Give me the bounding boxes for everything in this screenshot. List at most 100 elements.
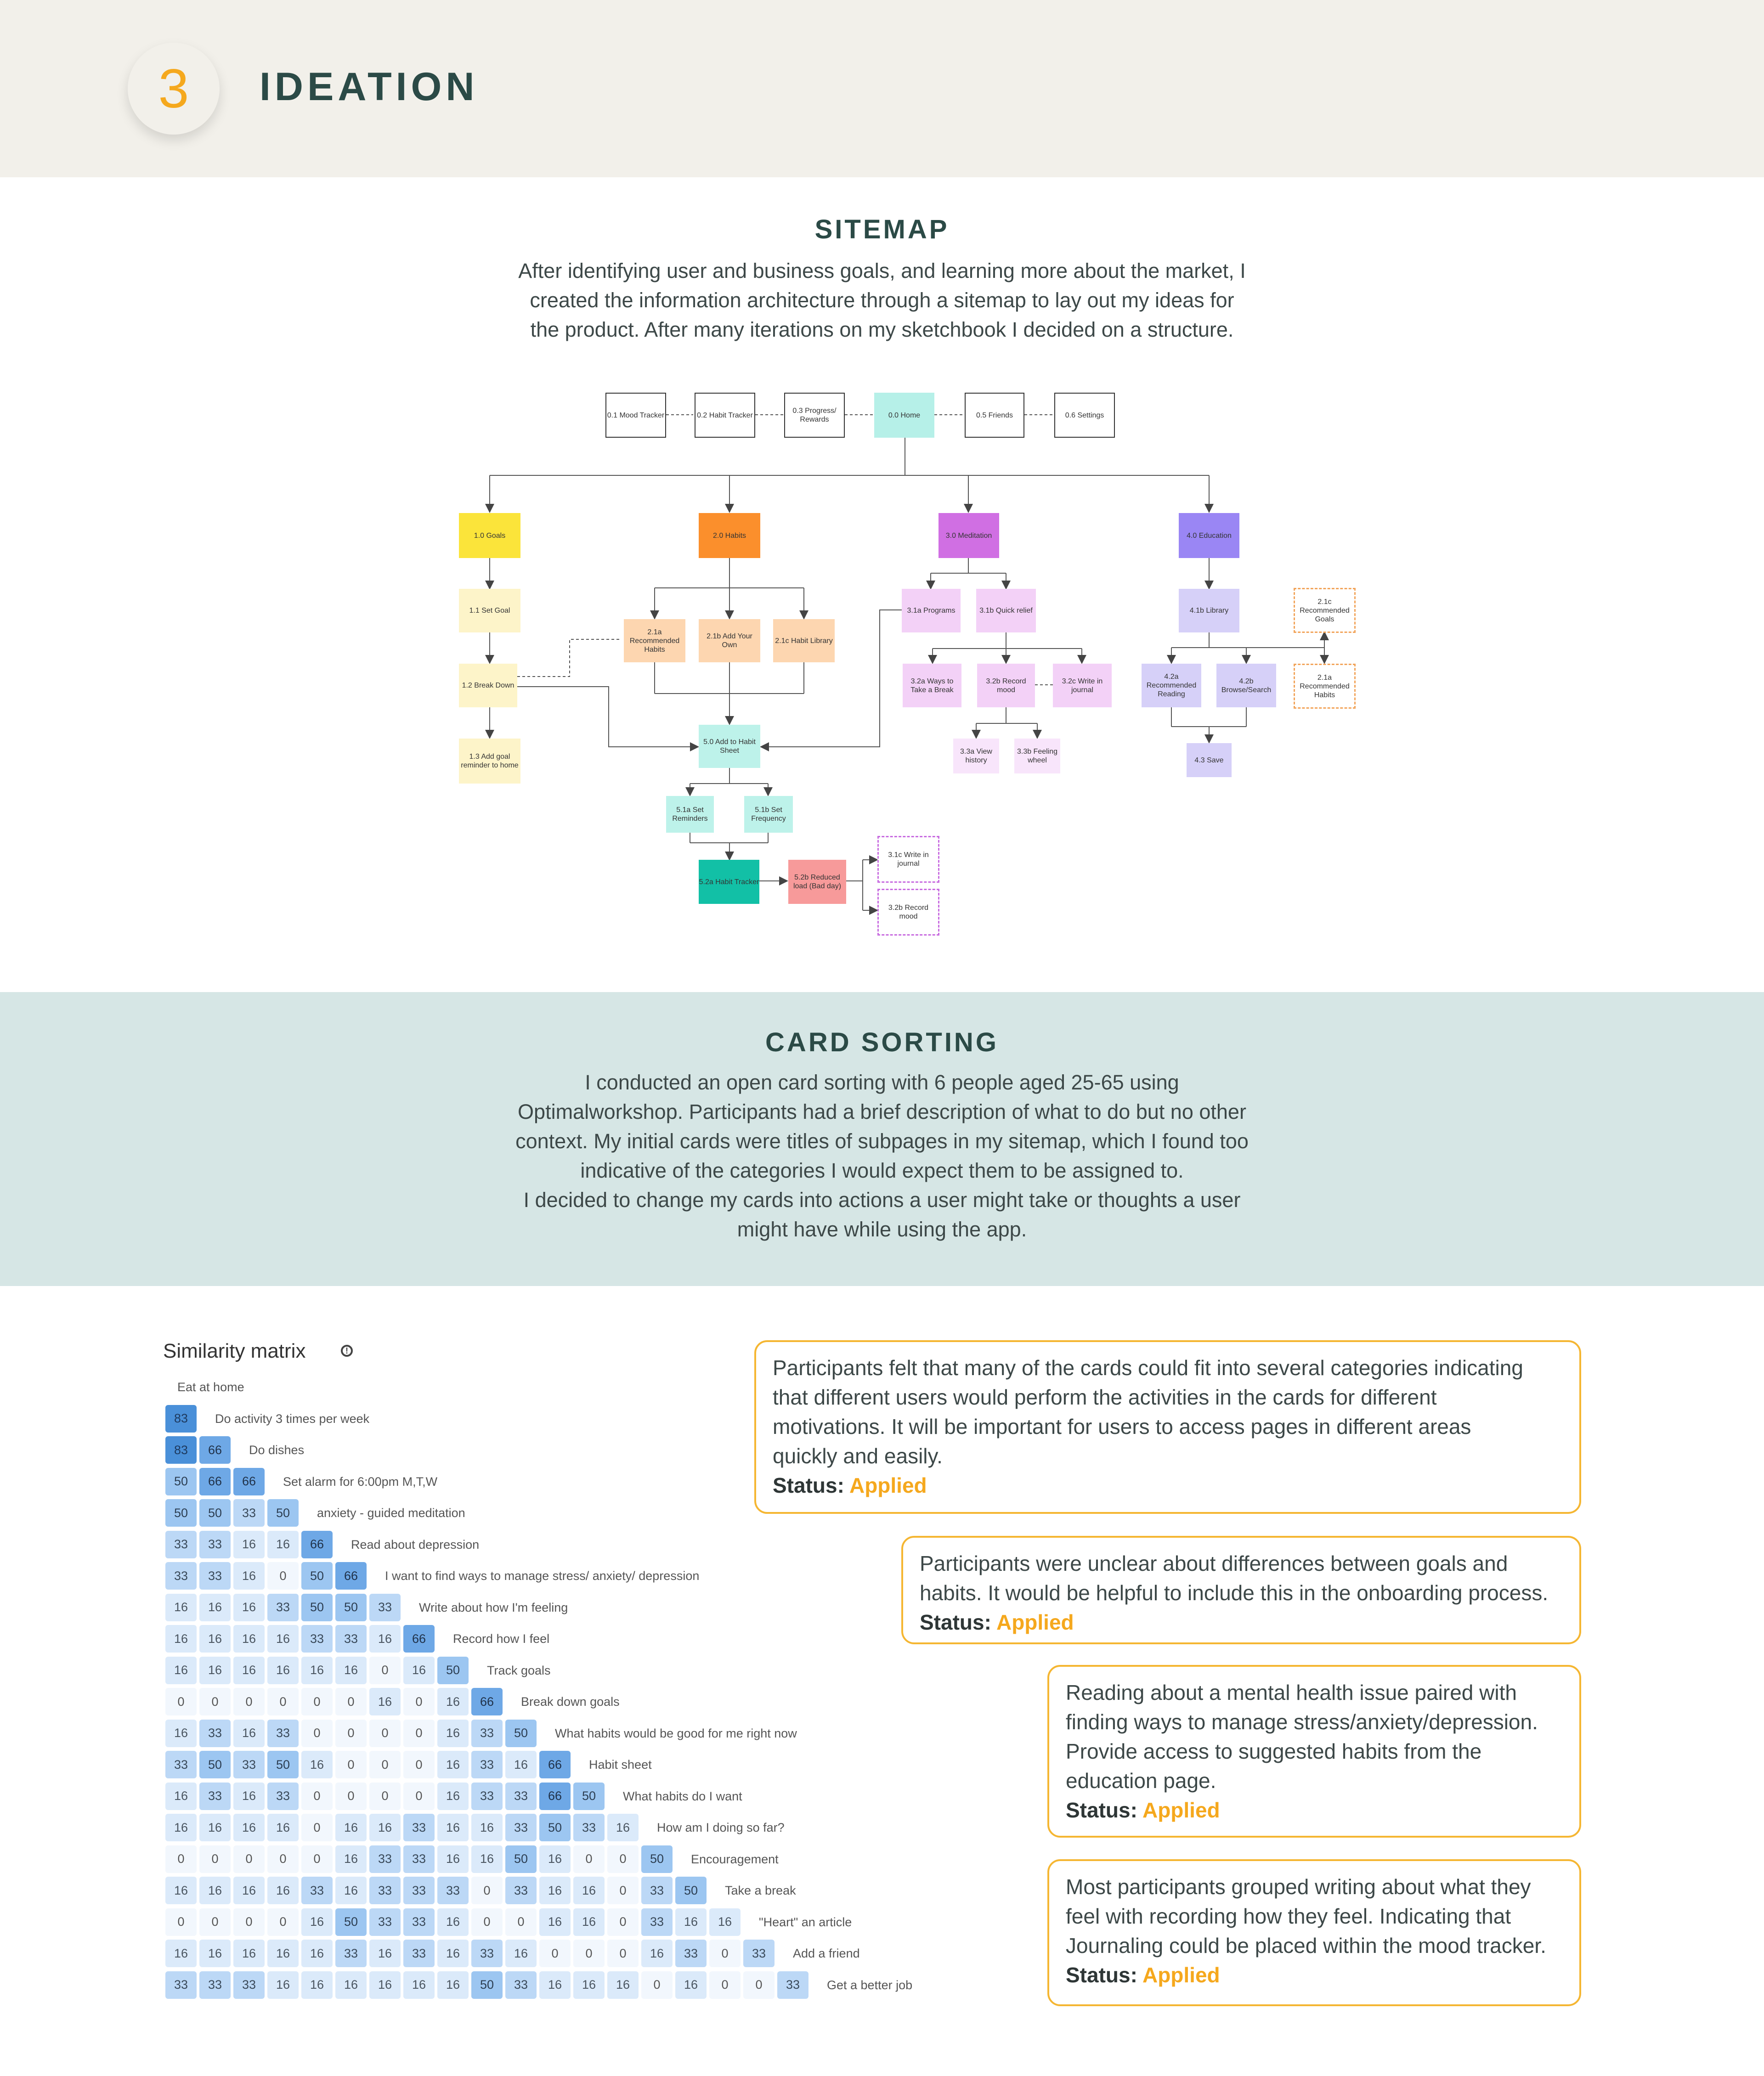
matrix-cell[interactable]: 0 [403, 1719, 435, 1747]
matrix-cell[interactable]: 50 [267, 1751, 299, 1778]
matrix-cell[interactable]: 33 [403, 1877, 435, 1904]
matrix-cell[interactable]: 50 [335, 1593, 367, 1621]
matrix-cell[interactable]: 16 [505, 1940, 537, 1967]
matrix-cell[interactable]: 16 [199, 1940, 231, 1967]
matrix-cell[interactable]: 33 [165, 1562, 197, 1590]
matrix-cell[interactable]: 0 [199, 1688, 231, 1715]
matrix-cell[interactable]: 33 [641, 1908, 673, 1936]
matrix-cell[interactable]: 16 [641, 1940, 673, 1967]
matrix-cell[interactable]: 16 [403, 1971, 435, 1999]
matrix-cell[interactable]: 0 [267, 1908, 299, 1936]
matrix-cell[interactable]: 33 [505, 1971, 537, 1999]
matrix-cell[interactable]: 16 [539, 1908, 571, 1936]
matrix-cell[interactable]: 33 [165, 1751, 197, 1778]
matrix-cell[interactable]: 33 [267, 1593, 299, 1621]
matrix-cell[interactable]: 16 [267, 1971, 299, 1999]
matrix-cell[interactable]: 16 [369, 1625, 401, 1653]
matrix-cell[interactable]: 33 [369, 1593, 401, 1621]
matrix-cell[interactable]: 16 [437, 1814, 469, 1841]
matrix-cell[interactable]: 0 [267, 1688, 299, 1715]
matrix-cell[interactable]: 16 [165, 1814, 197, 1841]
matrix-cell[interactable]: 50 [539, 1814, 571, 1841]
matrix-cell[interactable]: 0 [539, 1940, 571, 1967]
matrix-cell[interactable]: 16 [573, 1877, 605, 1904]
matrix-cell[interactable]: 33 [267, 1782, 299, 1810]
matrix-cell[interactable]: 0 [403, 1688, 435, 1715]
matrix-cell[interactable]: 0 [709, 1971, 741, 1999]
matrix-cell[interactable]: 50 [641, 1845, 673, 1873]
matrix-cell[interactable]: 0 [607, 1845, 639, 1873]
matrix-cell[interactable]: 0 [607, 1908, 639, 1936]
matrix-cell[interactable]: 16 [165, 1940, 197, 1967]
matrix-cell[interactable]: 16 [233, 1814, 265, 1841]
matrix-cell[interactable]: 50 [165, 1467, 197, 1495]
matrix-cell[interactable]: 33 [471, 1782, 503, 1810]
matrix-cell[interactable]: 16 [335, 1814, 367, 1841]
matrix-cell[interactable]: 16 [165, 1625, 197, 1653]
matrix-cell[interactable]: 0 [199, 1908, 231, 1936]
matrix-cell[interactable]: 16 [267, 1814, 299, 1841]
matrix-cell[interactable]: 50 [505, 1719, 537, 1747]
matrix-cell[interactable]: 16 [233, 1530, 265, 1558]
matrix-cell[interactable]: 33 [505, 1814, 537, 1841]
matrix-cell[interactable]: 66 [199, 1467, 231, 1495]
matrix-cell[interactable]: 16 [233, 1782, 265, 1810]
matrix-cell[interactable]: 33 [675, 1940, 707, 1967]
matrix-cell[interactable]: 33 [233, 1971, 265, 1999]
matrix-cell[interactable]: 33 [437, 1877, 469, 1904]
matrix-cell[interactable]: 16 [301, 1908, 333, 1936]
matrix-cell[interactable]: 16 [233, 1625, 265, 1653]
matrix-cell[interactable]: 50 [199, 1499, 231, 1527]
matrix-cell[interactable]: 0 [165, 1908, 197, 1936]
matrix-cell[interactable]: 16 [267, 1940, 299, 1967]
matrix-cell[interactable]: 33 [267, 1719, 299, 1747]
matrix-cell[interactable]: 16 [199, 1877, 231, 1904]
matrix-cell[interactable]: 33 [777, 1971, 808, 1999]
matrix-cell[interactable]: 0 [403, 1751, 435, 1778]
matrix-cell[interactable]: 33 [573, 1814, 605, 1841]
matrix-cell[interactable]: 33 [403, 1908, 435, 1936]
matrix-cell[interactable]: 0 [301, 1719, 333, 1747]
matrix-cell[interactable]: 16 [301, 1940, 333, 1967]
matrix-cell[interactable]: 33 [369, 1845, 401, 1873]
matrix-cell[interactable]: 50 [675, 1877, 707, 1904]
matrix-cell[interactable]: 16 [165, 1656, 197, 1684]
matrix-cell[interactable]: 0 [369, 1719, 401, 1747]
matrix-cell[interactable]: 33 [301, 1625, 333, 1653]
matrix-cell[interactable]: 16 [165, 1782, 197, 1810]
matrix-cell[interactable]: 0 [743, 1971, 775, 1999]
matrix-cell[interactable]: 33 [233, 1751, 265, 1778]
matrix-cell[interactable]: 50 [301, 1562, 333, 1590]
matrix-cell[interactable]: 33 [641, 1877, 673, 1904]
matrix-cell[interactable]: 33 [369, 1877, 401, 1904]
matrix-cell[interactable]: 0 [573, 1845, 605, 1873]
info-circle-icon[interactable]: ! [341, 1345, 353, 1357]
matrix-cell[interactable]: 0 [165, 1845, 197, 1873]
matrix-cell[interactable]: 66 [335, 1562, 367, 1590]
matrix-cell[interactable]: 33 [165, 1971, 197, 1999]
matrix-cell[interactable]: 16 [437, 1845, 469, 1873]
matrix-cell[interactable]: 33 [301, 1877, 333, 1904]
matrix-cell[interactable]: 33 [199, 1971, 231, 1999]
matrix-cell[interactable]: 0 [301, 1688, 333, 1715]
matrix-cell[interactable]: 50 [437, 1656, 469, 1684]
matrix-cell[interactable]: 16 [199, 1814, 231, 1841]
matrix-cell[interactable]: 66 [539, 1751, 571, 1778]
matrix-cell[interactable]: 16 [437, 1971, 469, 1999]
matrix-cell[interactable]: 16 [539, 1845, 571, 1873]
matrix-cell[interactable]: 16 [369, 1814, 401, 1841]
matrix-cell[interactable]: 16 [335, 1971, 367, 1999]
matrix-cell[interactable]: 16 [437, 1719, 469, 1747]
matrix-cell[interactable]: 50 [505, 1845, 537, 1873]
matrix-cell[interactable]: 33 [199, 1562, 231, 1590]
matrix-cell[interactable]: 66 [199, 1436, 231, 1464]
matrix-cell[interactable]: 0 [369, 1751, 401, 1778]
matrix-cell[interactable]: 0 [267, 1845, 299, 1873]
matrix-cell[interactable]: 16 [675, 1971, 707, 1999]
matrix-cell[interactable]: 16 [233, 1593, 265, 1621]
matrix-cell[interactable]: 83 [165, 1436, 197, 1464]
matrix-cell[interactable]: 66 [301, 1530, 333, 1558]
matrix-cell[interactable]: 0 [335, 1751, 367, 1778]
matrix-cell[interactable]: 16 [369, 1971, 401, 1999]
matrix-cell[interactable]: 33 [403, 1940, 435, 1967]
